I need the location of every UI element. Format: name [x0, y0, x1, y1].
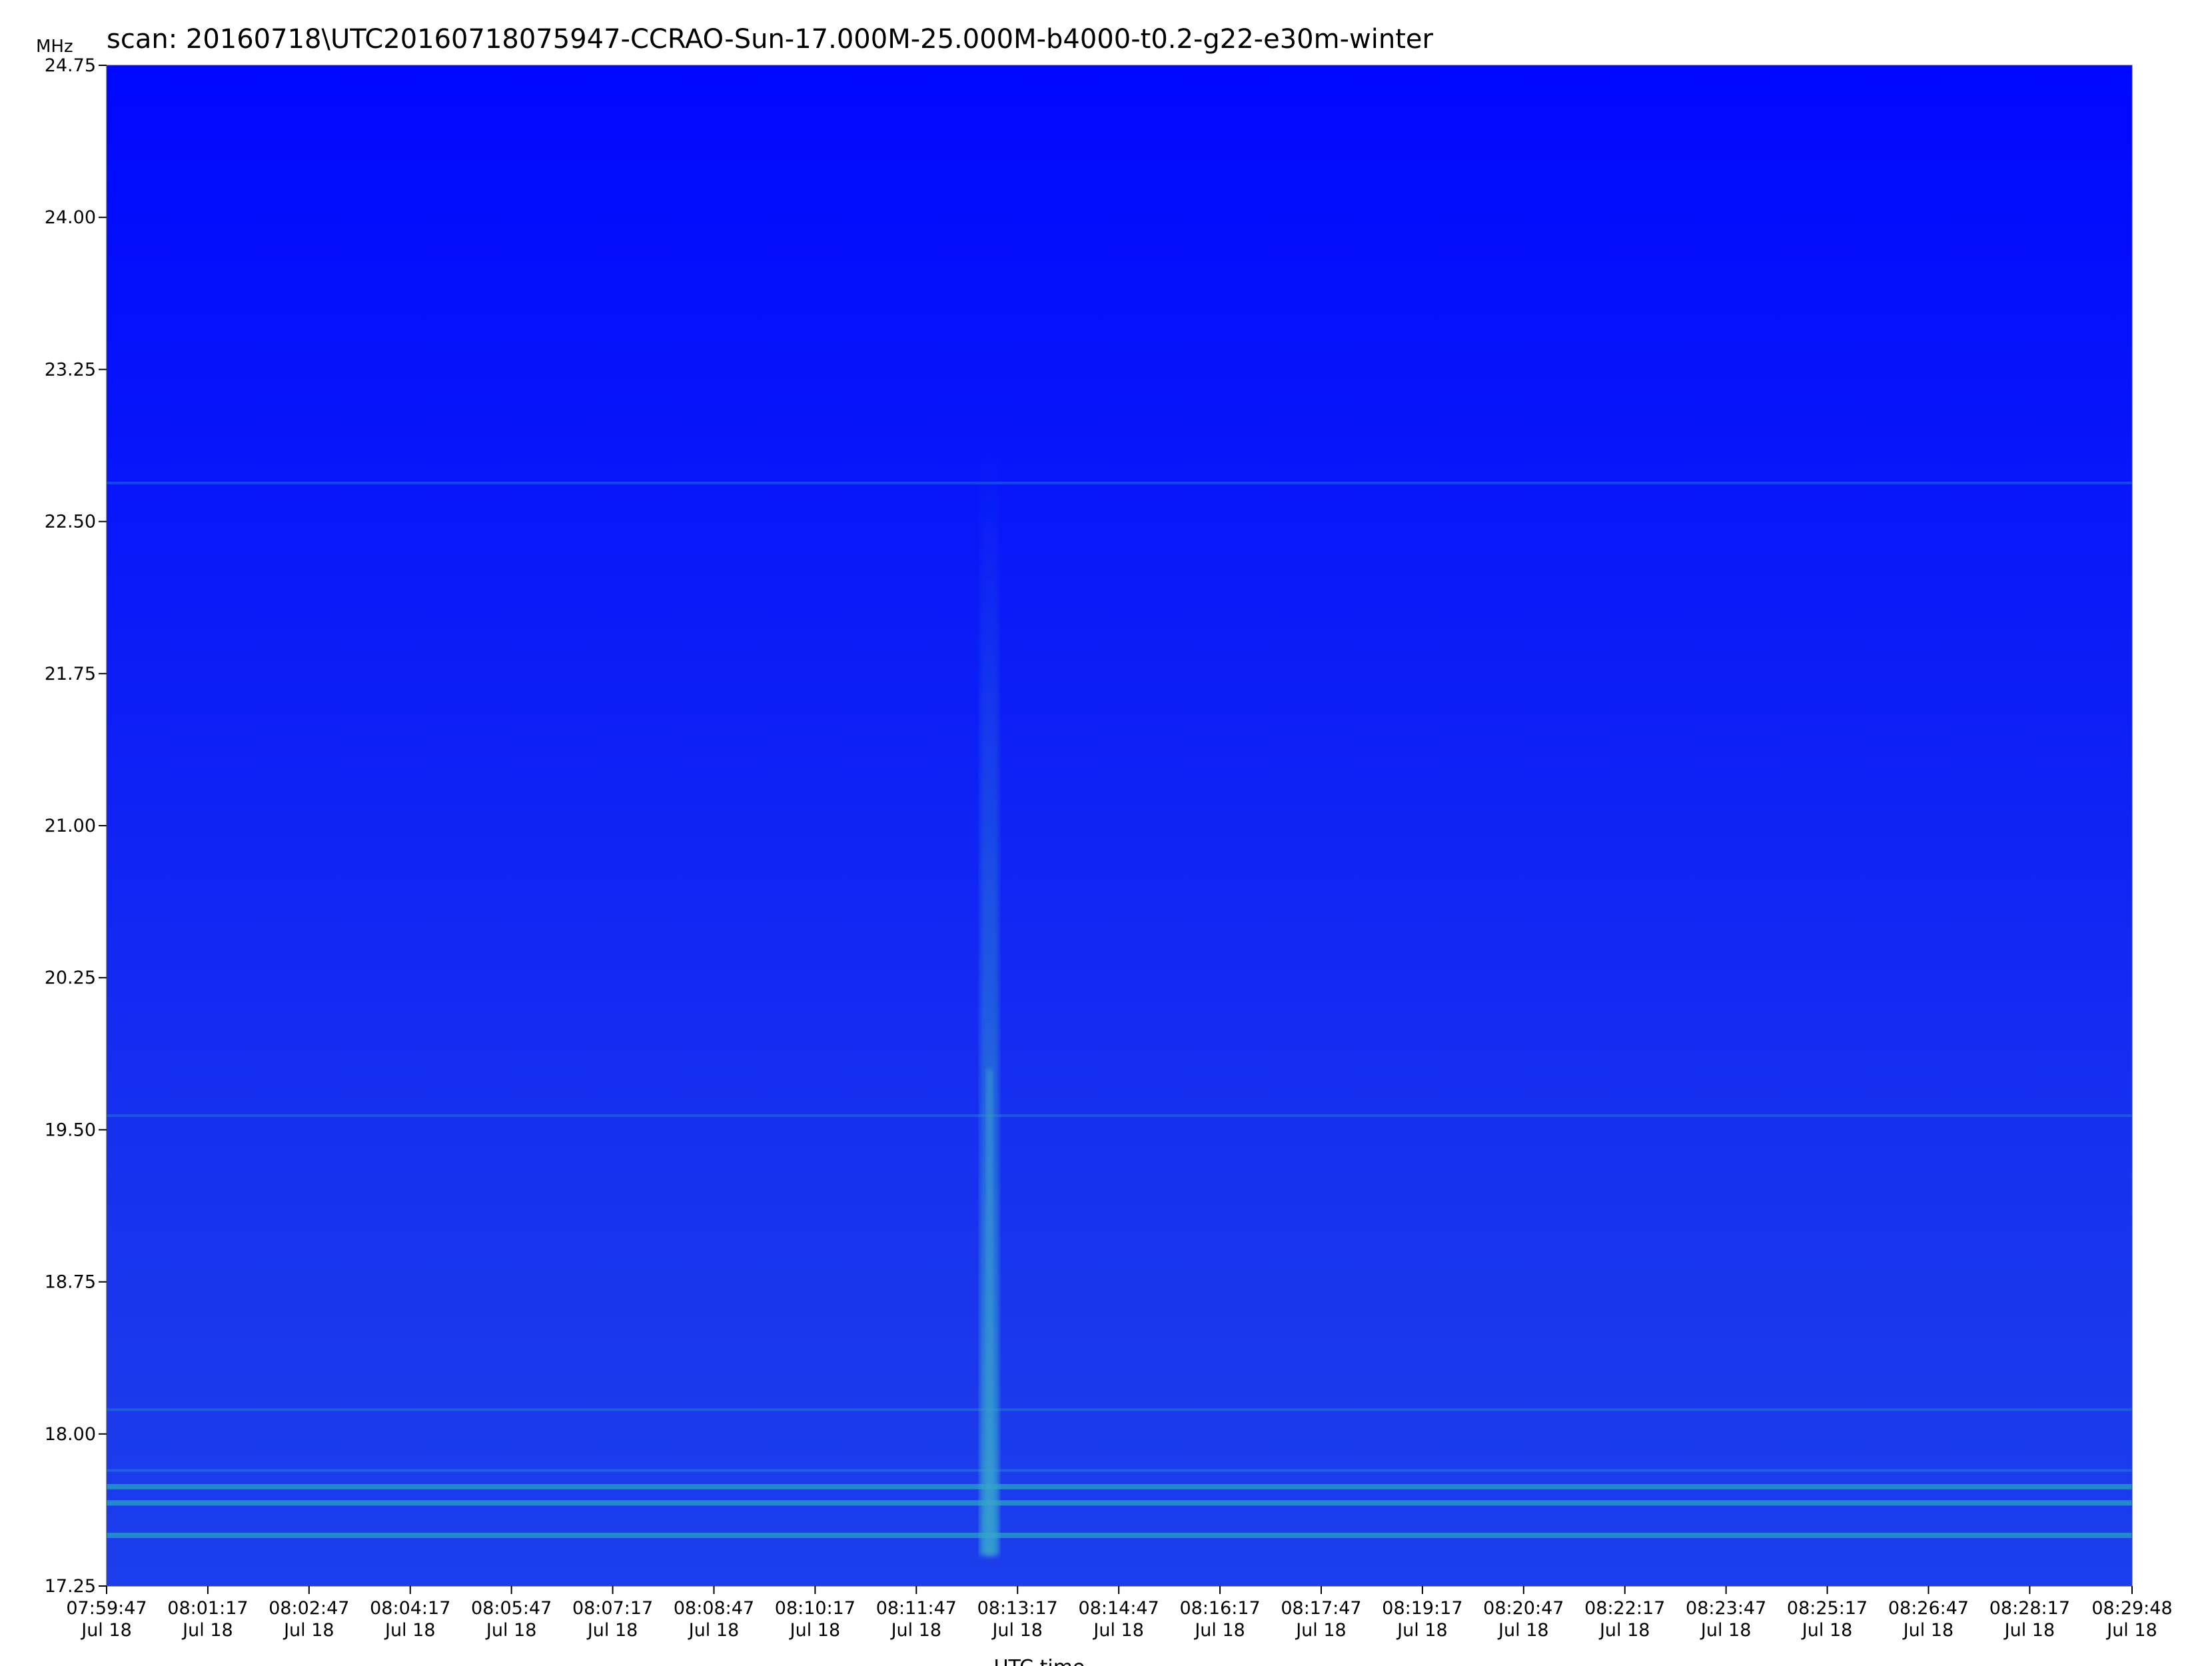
x-tick-time: 08:23:47 — [1686, 1598, 1766, 1619]
x-tick-time: 08:25:17 — [1787, 1598, 1868, 1619]
x-tick-time: 08:19:17 — [1382, 1598, 1462, 1619]
y-axis-label: MHz — [36, 37, 73, 57]
x-tick-time: 08:29:48 — [2091, 1598, 2172, 1619]
rfi-line — [107, 1469, 2132, 1472]
x-tick-date: Jul 18 — [485, 1620, 537, 1641]
x-tick-time: 08:28:17 — [1989, 1598, 2070, 1619]
x-tick-time: 08:13:17 — [977, 1598, 1058, 1619]
x-tick-date: Jul 18 — [586, 1620, 638, 1641]
x-tick-date: Jul 18 — [1700, 1620, 1752, 1641]
x-tick-time: 07:59:47 — [66, 1598, 147, 1619]
x-tick-date: Jul 18 — [282, 1620, 334, 1641]
y-tick-label: 22.50 — [45, 512, 96, 532]
y-tick-label: 21.75 — [45, 664, 96, 684]
y-tick-label: 21.00 — [45, 816, 96, 836]
y-tick-label: 19.50 — [45, 1120, 96, 1140]
x-tick-date: Jul 18 — [789, 1620, 841, 1641]
x-tick-time: 08:08:47 — [674, 1598, 754, 1619]
x-tick-time: 08:05:47 — [471, 1598, 552, 1619]
x-tick-date: Jul 18 — [2105, 1620, 2157, 1641]
x-tick-time: 08:17:47 — [1281, 1598, 1361, 1619]
y-tick-label: 20.25 — [45, 968, 96, 988]
x-tick-time: 08:11:47 — [876, 1598, 957, 1619]
heatmap-background — [107, 65, 2132, 1586]
x-tick-date: Jul 18 — [2003, 1620, 2055, 1641]
x-tick-time: 08:01:17 — [167, 1598, 248, 1619]
y-axis: 17.25 18.00 18.75 19.50 20.25 21.00 21.75 22.50… — [45, 55, 107, 1597]
x-tick-time: 08:20:47 — [1483, 1598, 1564, 1619]
rfi-line — [107, 1532, 2132, 1538]
x-axis-label: UTC time — [994, 1656, 1085, 1666]
x-tick-date: Jul 18 — [1497, 1620, 1549, 1641]
x-tick-date: Jul 18 — [688, 1620, 740, 1641]
x-tick-date: Jul 18 — [1801, 1620, 1853, 1641]
rfi-line — [107, 1114, 2132, 1118]
x-tick-date: Jul 18 — [1598, 1620, 1650, 1641]
x-tick-date: Jul 18 — [1295, 1620, 1347, 1641]
y-tick-label: 18.75 — [45, 1272, 96, 1293]
rfi-line — [107, 1408, 2132, 1411]
x-tick-time: 08:07:17 — [572, 1598, 653, 1619]
rfi-line — [107, 1500, 2132, 1506]
x-tick-date: Jul 18 — [1092, 1620, 1144, 1641]
x-tick-time: 08:14:47 — [1079, 1598, 1159, 1619]
x-tick-time: 08:10:17 — [775, 1598, 855, 1619]
x-tick-date: Jul 18 — [181, 1620, 233, 1641]
rfi-line — [107, 481, 2132, 484]
y-tick-label: 23.25 — [45, 359, 96, 380]
y-tick-label: 24.00 — [45, 207, 96, 228]
heatmap-features — [107, 440, 2132, 1586]
x-tick-time: 08:04:17 — [370, 1598, 450, 1619]
radio-burst-core — [986, 1069, 993, 1556]
x-tick-date: Jul 18 — [890, 1620, 942, 1641]
y-tick-label: 24.75 — [45, 55, 96, 76]
low-frequency-band — [107, 1433, 2132, 1586]
x-tick-time: 08:22:17 — [1584, 1598, 1665, 1619]
y-tick-label: 18.00 — [45, 1424, 96, 1445]
x-tick-time: 08:16:17 — [1179, 1598, 1260, 1619]
x-tick-date: Jul 18 — [1902, 1620, 1954, 1641]
rfi-line — [107, 1483, 2132, 1489]
x-tick-time: 08:26:47 — [1888, 1598, 1969, 1619]
y-tick-label: 17.25 — [45, 1576, 96, 1597]
x-tick-date: Jul 18 — [384, 1620, 436, 1641]
x-tick-date: Jul 18 — [1193, 1620, 1245, 1641]
x-tick-time: 08:02:47 — [269, 1598, 349, 1619]
x-tick-date: Jul 18 — [991, 1620, 1043, 1641]
x-tick-date: Jul 18 — [1396, 1620, 1448, 1641]
x-tick-date: Jul 18 — [80, 1620, 132, 1641]
chart-title: scan: 20160718\UTC20160718075947-CCRAO-S… — [107, 24, 1433, 55]
